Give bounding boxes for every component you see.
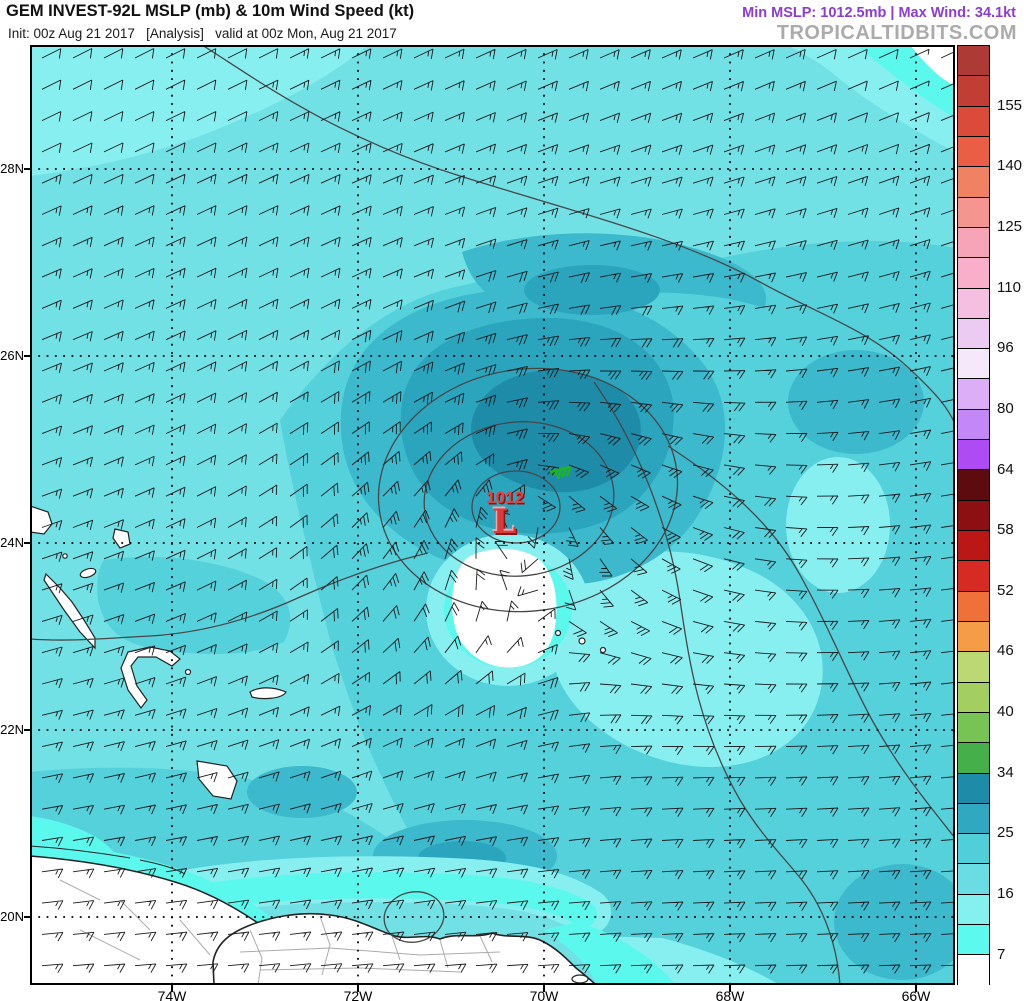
map-frame [30,45,955,985]
map-subtitle: Init: 00z Aug 21 2017 [Analysis] valid a… [8,26,397,41]
lat-tick [24,168,30,170]
colorbar-cell [958,470,989,501]
colorbar-label: 140 [997,157,1023,175]
lat-label: 26N [0,348,24,363]
colorbar-cell [958,531,989,562]
low-symbol-shadow: L [494,504,518,544]
colorbar-cell [958,864,989,895]
hispaniola-interior-borders [239,915,501,985]
lon-tick [171,985,173,992]
max-wind-barb [549,465,572,479]
cuba-interior-borders [59,879,211,961]
map-title: GEM INVEST-92L MSLP (mb) & 10m Wind Spee… [6,2,415,20]
lon-label: 68W [715,988,745,1001]
colorbar-cell [958,76,989,107]
map-canvas: 1012 1012 L L L [30,45,955,985]
bahamas-islands [30,505,607,800]
low-symbol-highlight: L [491,500,515,540]
colorbar-cell [958,318,989,350]
colorbar-cell [958,773,989,804]
colorbar-cell [958,46,989,77]
lon-label: 72W [343,988,373,1001]
colorbar-cell [958,197,989,228]
lon-label: 66W [901,988,931,1001]
low-pressure-value-shadow: 1012 [488,490,526,509]
colorbar-label: 125 [997,217,1023,235]
colorbar-cell [958,591,989,622]
colorbar-cell [958,409,989,441]
colorbar-cell [958,803,989,835]
colorbar-cell [958,561,989,592]
lat-tick [24,355,30,357]
colorbar-label: 110 [997,278,1021,296]
lat-label: 20N [0,909,24,924]
min-mslp-max-wind-readout: Min MSLP: 1012.5mb | Max Wind: 34.1kt [742,5,1016,21]
colorbar-cell [958,500,989,531]
lat-tick [24,729,30,731]
colorbar-cell [958,712,989,744]
lon-tick [915,985,917,992]
colorbar-cell [958,136,989,168]
colorbar-cell [958,925,989,956]
colorbar-cell [958,834,989,865]
low-symbol: L [493,502,517,542]
lat-tick [24,916,30,918]
wind-shading-layer [30,45,955,985]
colorbar-cell [958,106,989,137]
colorbar-cell [958,440,989,471]
colorbar-cell [958,682,989,713]
low-pressure-marker: 1012 1012 L L L [486,488,525,544]
colorbar-label: 40 [997,703,1014,721]
colorbar-cell [958,227,989,259]
lat-label: 28N [0,161,24,176]
colorbar-cell [958,621,989,653]
colorbar-cell [958,652,989,683]
lon-label: 70W [529,988,559,1001]
colorbar-cell [958,258,989,289]
colorbar-cell [958,288,989,319]
low-pressure-value: 1012 [486,488,524,507]
colorbar-cell [958,167,989,198]
colorbar-label: 64 [997,460,1014,478]
lat-tick [24,542,30,544]
colorbar-cell [958,349,989,380]
lon-label: 74W [157,988,187,1001]
colorbar-label: 52 [997,581,1014,599]
lat-label: 24N [0,535,24,550]
lon-tick [729,985,731,992]
lat-label: 22N [0,722,24,737]
colorbar-cell [958,894,989,926]
colorbar-label: 80 [997,399,1014,417]
wind-barbs [41,48,955,974]
tropicaltidbits-watermark: TROPICALTIDBITS.COM [776,22,1017,44]
colorbar-label: 96 [997,339,1014,357]
colorbar-cell [958,743,989,774]
wind-speed-colorbar [957,45,990,986]
colorbar-cell [958,379,989,410]
lon-tick [543,985,545,992]
colorbar-label: 16 [997,885,1014,903]
colorbar-label: 46 [997,642,1014,660]
colorbar-cell [958,955,989,986]
colorbar-label: 58 [997,521,1014,539]
colorbar-label: 7 [997,945,1006,963]
colorbar-label: 25 [997,824,1014,842]
colorbar-label: 34 [997,763,1014,781]
colorbar-label: 155 [997,96,1023,114]
lon-tick [357,985,359,992]
